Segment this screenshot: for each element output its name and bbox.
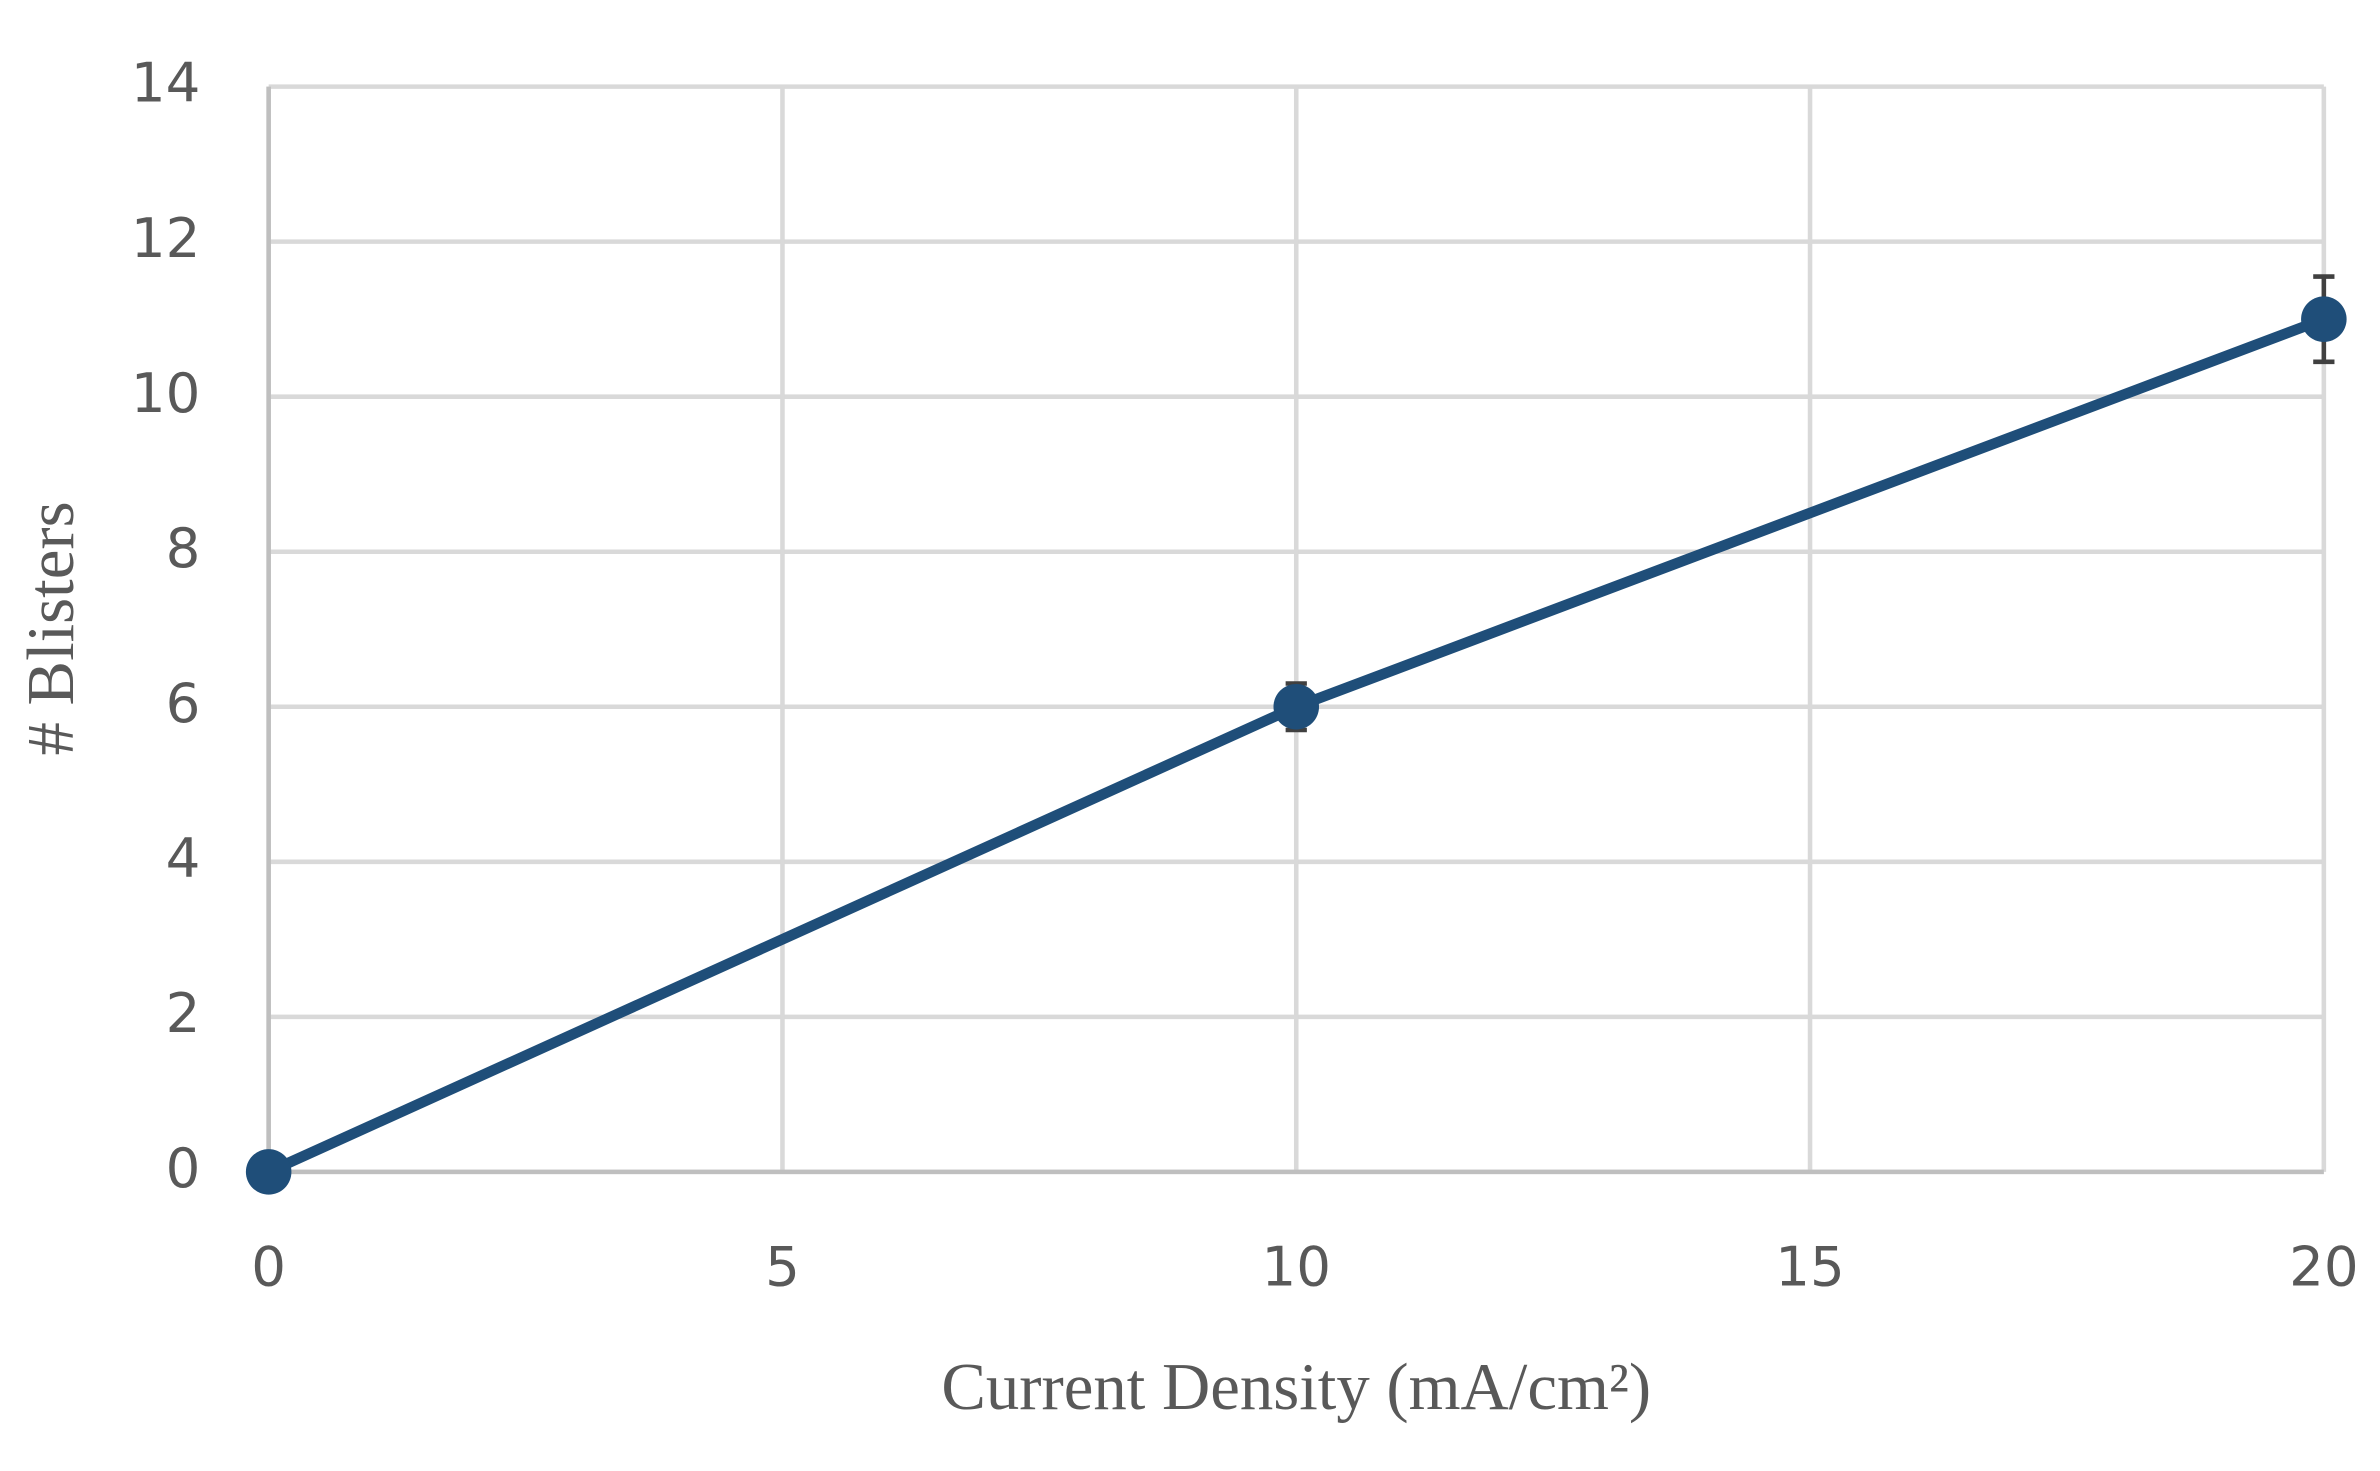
y-tick-label: 8 (166, 516, 201, 580)
y-tick-label: 2 (166, 981, 201, 1045)
x-tick-label: 15 (1775, 1235, 1845, 1299)
y-axis-title: # Blisters (14, 501, 88, 755)
y-tick-label: 14 (131, 51, 201, 115)
data-point (2301, 296, 2347, 342)
y-tick-label: 10 (131, 361, 201, 425)
x-tick-label: 20 (2289, 1235, 2359, 1299)
x-axis-title: Current Density (mA/cm²) (941, 1350, 1651, 1424)
data-point (245, 1149, 292, 1195)
data-point (1273, 684, 1320, 730)
y-tick-label: 0 (166, 1136, 201, 1200)
y-tick-label: 6 (166, 671, 201, 735)
x-tick-label: 10 (1261, 1235, 1331, 1299)
x-tick-label: 5 (765, 1235, 800, 1299)
y-tick-label: 12 (131, 206, 201, 270)
y-tick-label: 4 (166, 826, 201, 890)
x-tick-label: 0 (251, 1235, 286, 1299)
